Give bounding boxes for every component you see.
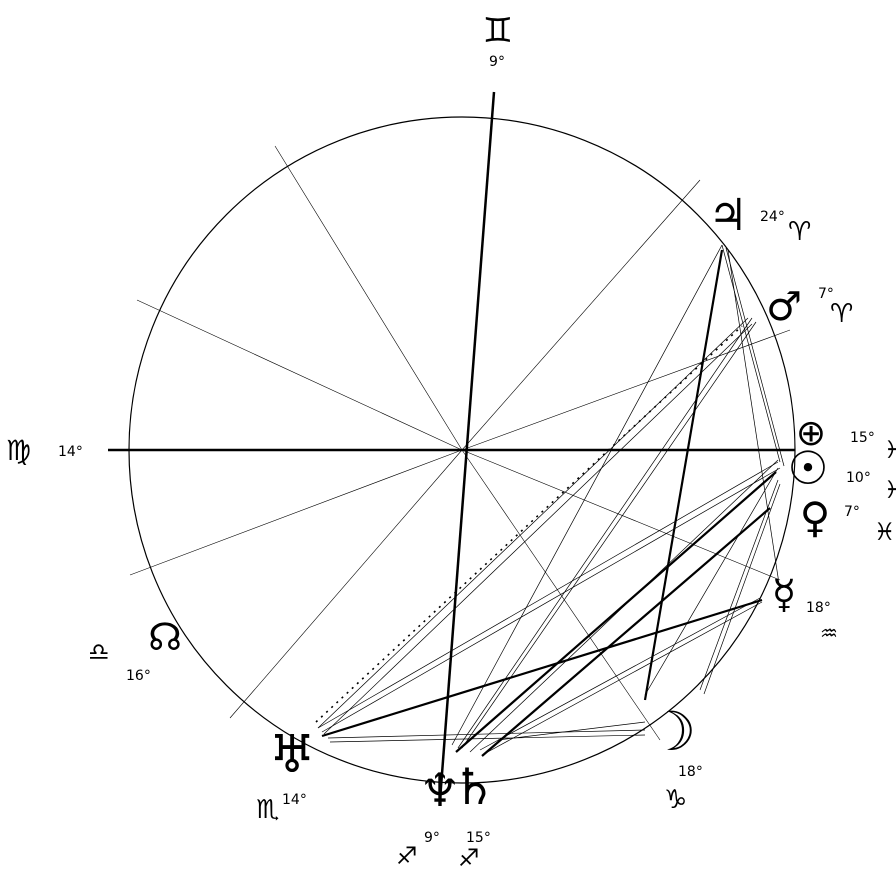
aspect-line — [727, 249, 781, 591]
gemini-icon: ♊ — [483, 11, 513, 51]
aspect-line — [703, 483, 781, 695]
mars-icon: ♂ — [766, 284, 802, 330]
aspect-line — [317, 317, 749, 729]
neptune-icon: ♆ — [419, 763, 460, 817]
aquarius-icon: ♒ — [820, 621, 838, 645]
libra-icon: ♎ — [88, 638, 110, 666]
aspect-line — [483, 601, 763, 755]
aspect-line-dotted — [315, 325, 743, 723]
saturn-degree: 15° — [466, 830, 491, 846]
aspect-line — [699, 479, 779, 691]
pisces-icon: ♓ — [884, 476, 896, 504]
aspect-line — [644, 467, 779, 696]
mercury-icon: ☿ — [772, 572, 797, 618]
meridian-axis — [438, 91, 496, 801]
aspect-line — [329, 734, 646, 743]
house-cusp — [461, 329, 791, 451]
sun-degree: 10° — [846, 470, 871, 486]
aspect-line — [497, 721, 646, 741]
aspect-line — [323, 323, 753, 735]
earth-degree: 15° — [850, 430, 875, 446]
aspect-line-bold — [321, 598, 763, 738]
aspect-line — [725, 247, 785, 467]
house-cusp — [274, 145, 463, 451]
neptune-degree: 9° — [424, 830, 440, 846]
asc-degree: 14° — [58, 444, 83, 460]
pisces-icon: ♓ — [884, 436, 896, 464]
moon-degree: 18° — [678, 764, 703, 780]
aspect-lines-minor — [317, 244, 785, 755]
house-cusp — [136, 299, 463, 451]
moon-icon: ☽ — [648, 700, 696, 763]
aspect-line-bold — [481, 507, 771, 757]
aspect-line — [317, 461, 779, 729]
uranus-degree: 14° — [282, 792, 307, 808]
jupiter-degree: 24° — [760, 209, 785, 225]
aspect-line — [457, 317, 753, 749]
house-cusps — [129, 145, 791, 741]
aspect-line — [479, 597, 761, 751]
aspect-line — [461, 321, 757, 749]
house-cusp — [229, 449, 463, 719]
aspect-line — [451, 244, 723, 746]
house-cusp — [461, 179, 701, 451]
sagittarius-icon: ♐ — [458, 844, 480, 869]
saturn-icon: ♄ — [452, 758, 497, 816]
virgo-icon: ♍ — [6, 434, 31, 467]
aspect-line-bold — [455, 471, 777, 753]
mc-degree: 9° — [489, 54, 505, 70]
sagittarius-icon: ♐ — [396, 842, 418, 869]
house-cusp — [461, 449, 781, 581]
aries-icon: ♈ — [788, 217, 811, 247]
capricorn-icon: ♑ — [664, 785, 687, 815]
scorpio-icon: ♏ — [256, 795, 279, 825]
aries-icon: ♈ — [830, 299, 853, 329]
north-node-icon: ☊ — [148, 615, 182, 659]
node-degree: 16° — [126, 668, 151, 684]
aspect-line — [327, 729, 646, 739]
aspect-line-bold — [643, 249, 724, 701]
earth-icon: ⊕ — [796, 413, 826, 454]
house-cusp — [461, 449, 661, 741]
house-cusp — [129, 449, 463, 576]
aspect-line — [321, 467, 781, 733]
jupiter-icon: ♃ — [708, 190, 747, 241]
pisces-icon: ♓ — [874, 518, 896, 546]
uranus-icon: ♅ — [269, 725, 316, 785]
venus-icon: ♀ — [800, 493, 831, 542]
aspect-line — [721, 244, 781, 463]
venus-degree: 7° — [844, 504, 860, 520]
mercury-degree: 18° — [806, 600, 831, 616]
sun-icon: ☉ — [787, 441, 828, 495]
aspect-lines-major — [321, 249, 777, 757]
mars-degree: 7° — [818, 286, 834, 302]
